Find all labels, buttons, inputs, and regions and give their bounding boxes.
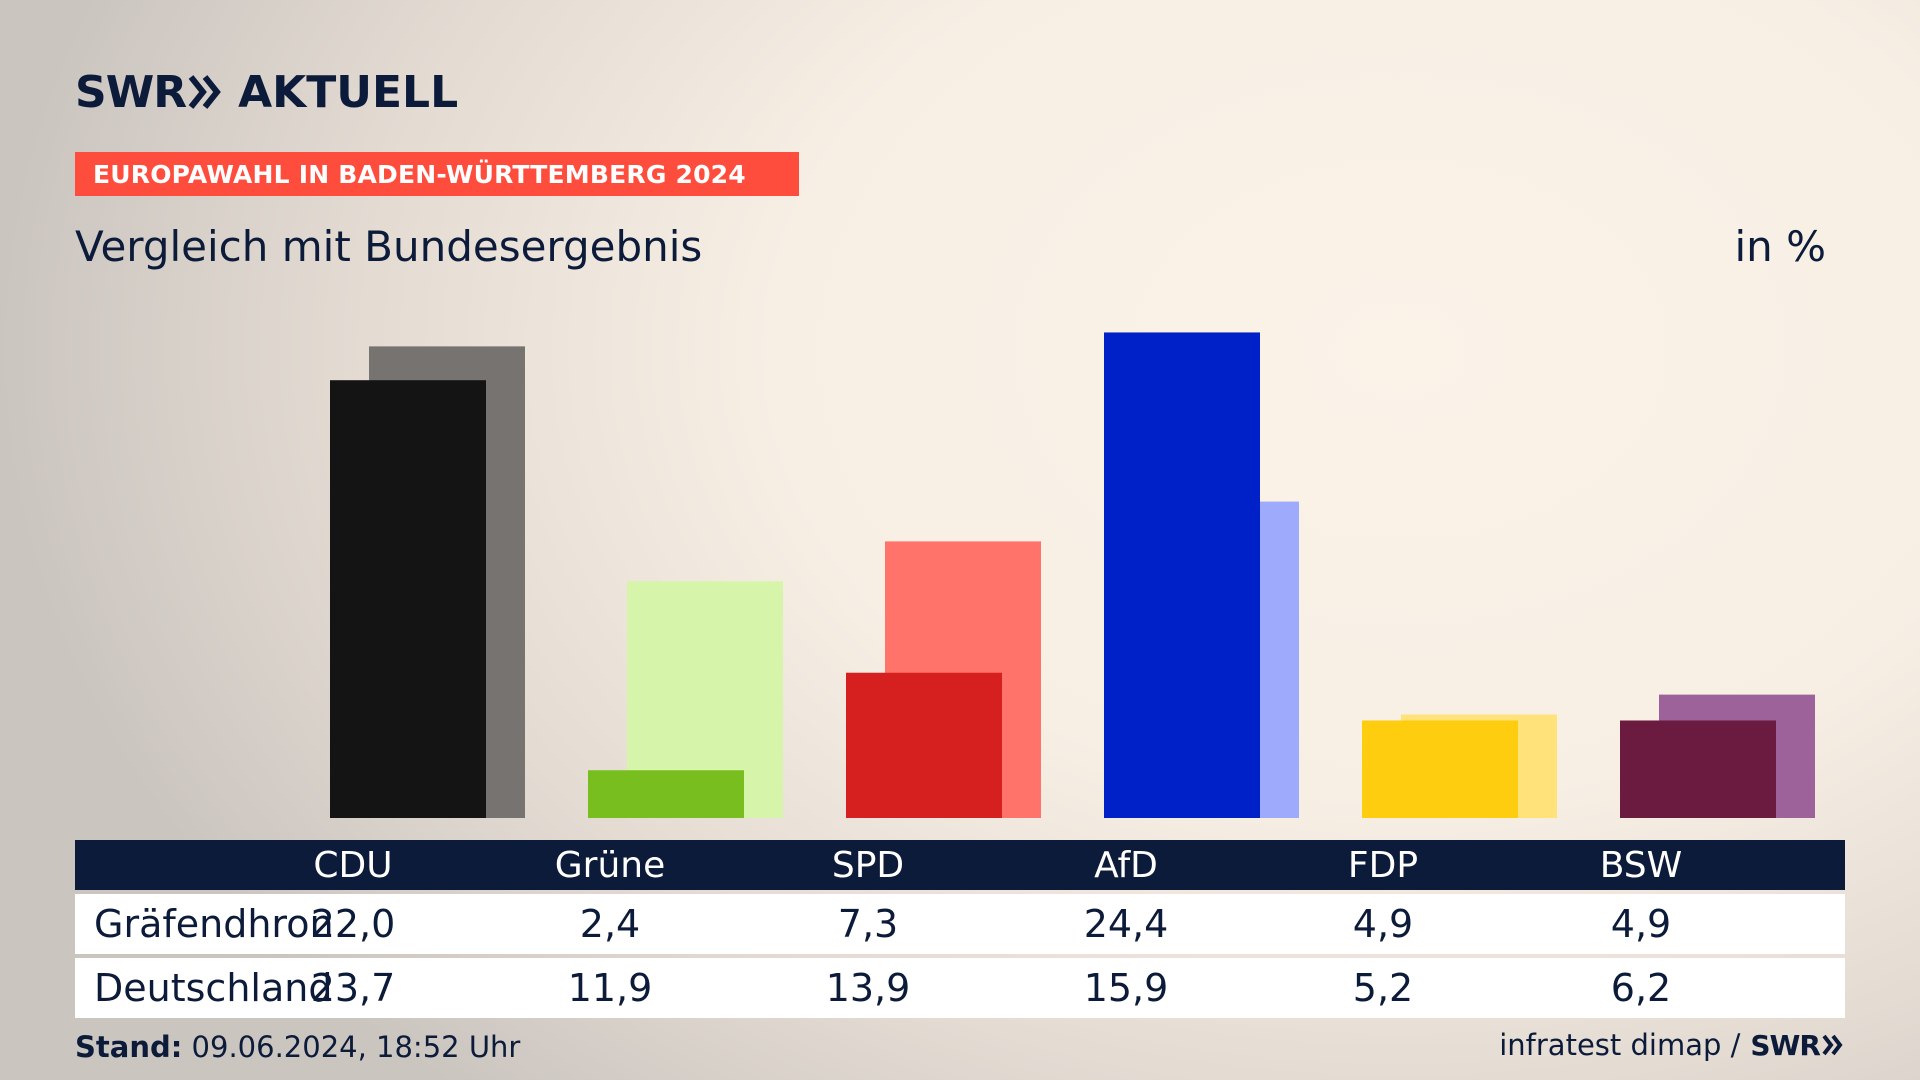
table-cell: 7,3	[837, 902, 899, 946]
timestamp: Stand: 09.06.2024, 18:52 Uhr	[75, 1030, 520, 1064]
table-row: Deutschland 23,7 11,9 13,9 15,9 5,2 6,2	[75, 958, 1845, 1018]
column-header-cdu: CDU	[313, 844, 393, 886]
double-chevron-icon	[188, 75, 221, 109]
table-cell: 22,0	[310, 902, 396, 946]
bar-local-cdu	[330, 380, 486, 818]
row-label-national: Deutschland	[94, 966, 333, 1010]
column-header-grüne: Grüne	[554, 844, 666, 886]
table-cell: 4,9	[1352, 902, 1414, 946]
table-cell: 6,2	[1610, 966, 1672, 1010]
logo-swr-text: SWR	[75, 66, 187, 118]
row-label-local: Gräfendhron	[94, 902, 334, 946]
swr-aktuell-logo: SWR AKTUELL	[75, 66, 458, 118]
table-cell: 11,9	[567, 966, 653, 1010]
source-logo-swr: SWR	[1750, 1028, 1821, 1062]
election-banner: EUROPAWAHL IN BADEN-WÜRTTEMBERG 2024	[75, 152, 799, 196]
source-text: infratest dimap /	[1499, 1028, 1741, 1062]
bar-chart	[330, 332, 1815, 818]
bar-local-fdp	[1362, 720, 1518, 818]
unit-label: in %	[1734, 222, 1826, 271]
column-header-bsw: BSW	[1599, 844, 1683, 886]
table-cell: 24,4	[1083, 902, 1169, 946]
table-row: Gräfendhron 22,0 2,4 7,3 24,4 4,9 4,9	[75, 894, 1845, 954]
bar-local-afd	[1104, 332, 1260, 818]
bar-local-spd	[846, 672, 1002, 818]
stand-label: Stand:	[75, 1030, 183, 1064]
source-credit: infratest dimap / SWR	[1499, 1028, 1844, 1062]
table-cell: 2,4	[579, 902, 641, 946]
table-cell: 13,9	[825, 966, 911, 1010]
table-cell: 23,7	[310, 966, 396, 1010]
column-header-fdp: FDP	[1347, 844, 1419, 886]
table-cell: 4,9	[1610, 902, 1672, 946]
double-chevron-icon	[1822, 1034, 1843, 1056]
table-header-row: CDU Grüne SPD AfD FDP BSW	[75, 840, 1845, 890]
table-cell: 15,9	[1083, 966, 1169, 1010]
table-cell: 5,2	[1352, 966, 1414, 1010]
bar-local-bsw	[1620, 720, 1776, 818]
stand-value: 09.06.2024, 18:52 Uhr	[191, 1030, 521, 1064]
column-header-spd: SPD	[831, 844, 905, 886]
logo-aktuell-text: AKTUELL	[238, 66, 459, 118]
chart-subtitle: Vergleich mit Bundesergebnis	[75, 222, 703, 271]
column-header-afd: AfD	[1094, 844, 1158, 886]
bar-local-grüne	[588, 770, 744, 818]
results-table: CDU Grüne SPD AfD FDP BSW Gräfendhron 22,0 2,4…	[75, 840, 1845, 1018]
